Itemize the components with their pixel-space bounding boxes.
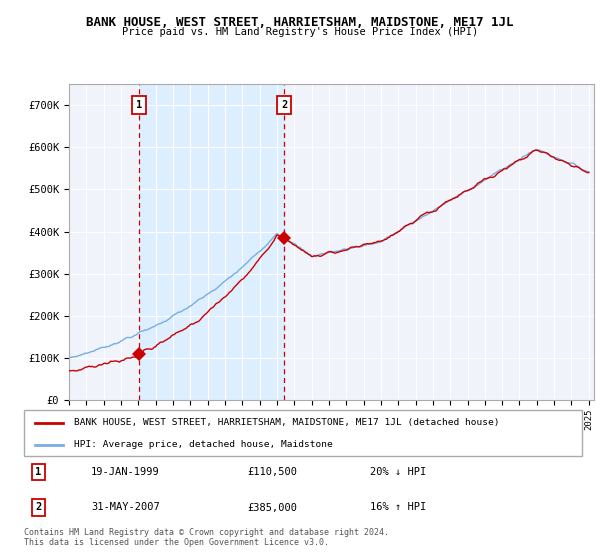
Text: BANK HOUSE, WEST STREET, HARRIETSHAM, MAIDSTONE, ME17 1JL: BANK HOUSE, WEST STREET, HARRIETSHAM, MA…: [86, 16, 514, 29]
Text: BANK HOUSE, WEST STREET, HARRIETSHAM, MAIDSTONE, ME17 1JL (detached house): BANK HOUSE, WEST STREET, HARRIETSHAM, MA…: [74, 418, 500, 427]
Text: 1: 1: [136, 100, 142, 110]
Text: 1: 1: [35, 467, 41, 477]
Text: 31-MAY-2007: 31-MAY-2007: [91, 502, 160, 512]
Text: 2: 2: [35, 502, 41, 512]
Text: Contains HM Land Registry data © Crown copyright and database right 2024.
This d: Contains HM Land Registry data © Crown c…: [24, 528, 389, 547]
Text: £110,500: £110,500: [247, 467, 297, 477]
Text: 19-JAN-1999: 19-JAN-1999: [91, 467, 160, 477]
Text: 20% ↓ HPI: 20% ↓ HPI: [370, 467, 426, 477]
Text: £385,000: £385,000: [247, 502, 297, 512]
Text: 16% ↑ HPI: 16% ↑ HPI: [370, 502, 426, 512]
Bar: [139, 84, 284, 400]
FancyBboxPatch shape: [24, 410, 582, 456]
Text: 2: 2: [281, 100, 287, 110]
Text: HPI: Average price, detached house, Maidstone: HPI: Average price, detached house, Maid…: [74, 440, 333, 450]
Text: Price paid vs. HM Land Registry's House Price Index (HPI): Price paid vs. HM Land Registry's House …: [122, 27, 478, 37]
